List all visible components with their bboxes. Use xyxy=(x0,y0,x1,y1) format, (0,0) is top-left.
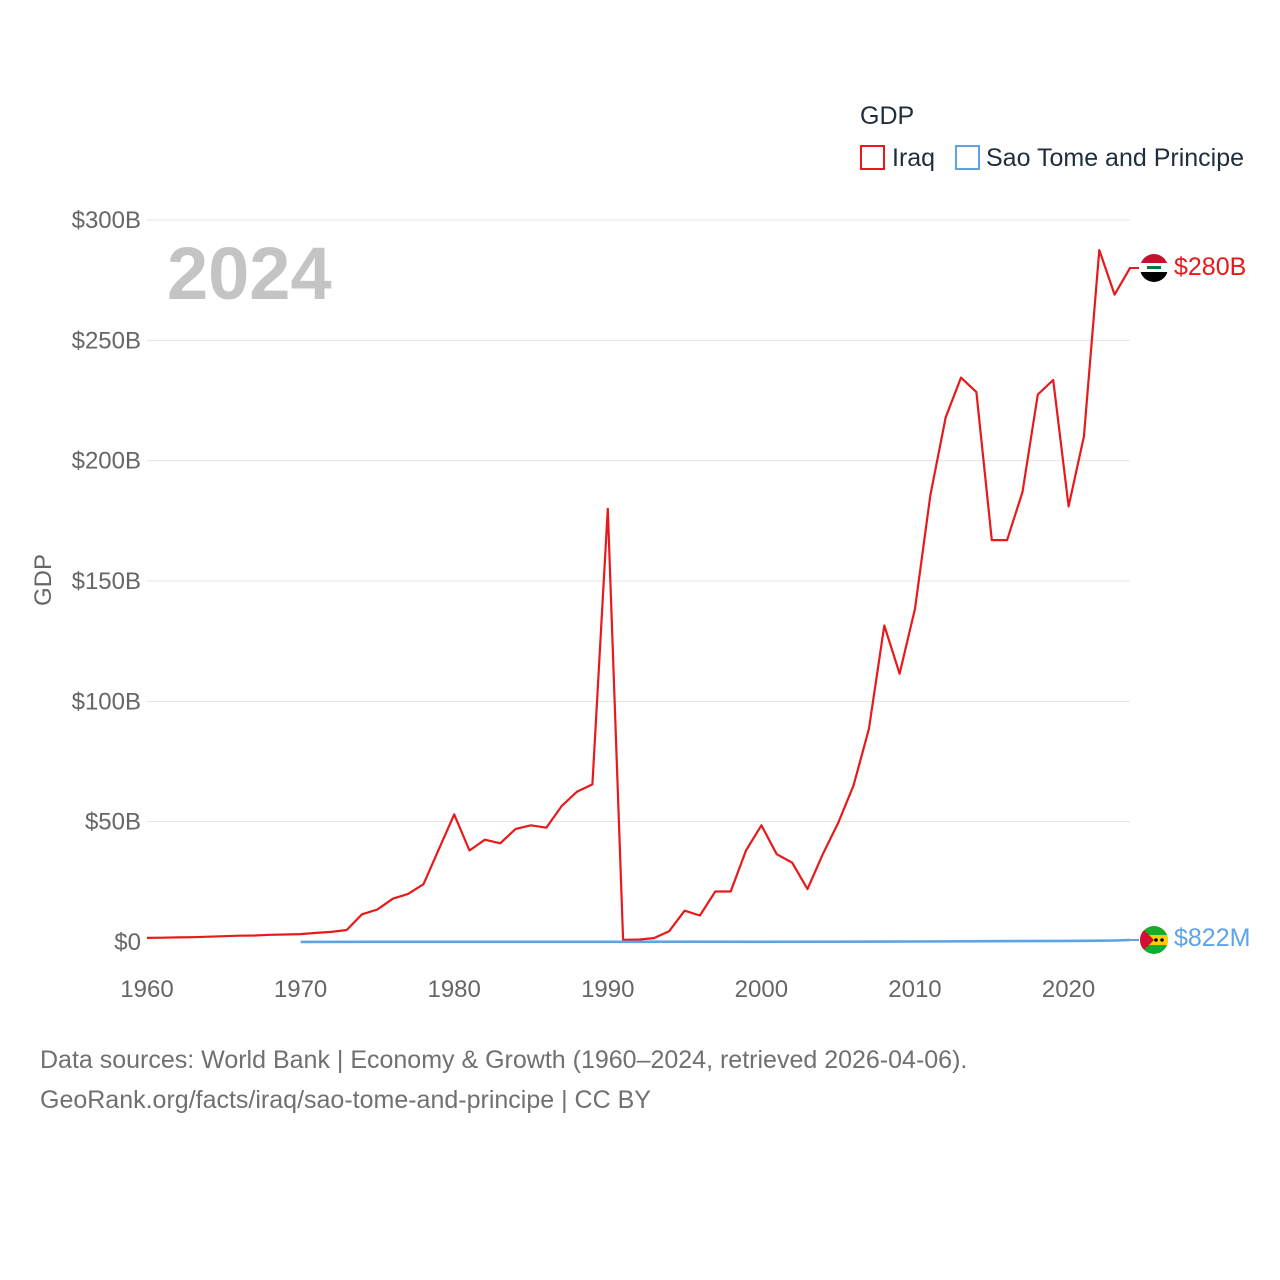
x-tick-label: 2010 xyxy=(888,976,941,1003)
sao-tome-end-marker: $822M xyxy=(1129,924,1250,954)
legend-title: GDP xyxy=(860,102,914,130)
legend-swatch-iraq xyxy=(860,145,885,170)
iraq-end-marker: $280B xyxy=(1129,253,1246,282)
grid-lines xyxy=(147,219,1130,823)
y-axis-ticks: $0 $50B $100B $150B $200B $250B $300B xyxy=(72,207,141,956)
y-tick-label: $0 xyxy=(114,929,141,956)
legend: GDP Iraq Sao Tome and Principe xyxy=(860,102,1244,172)
series-lines xyxy=(146,249,1131,944)
sao-tome-line xyxy=(300,938,1131,944)
source-line-2: GeoRank.org/facts/iraq/sao-tome-and-prin… xyxy=(40,1086,651,1114)
x-tick-label: 2000 xyxy=(735,976,788,1003)
legend-label-sao-tome: Sao Tome and Principe xyxy=(986,144,1244,172)
iraq-line xyxy=(146,249,1131,941)
source-line-1: Data sources: World Bank | Economy & Gro… xyxy=(40,1046,968,1074)
x-tick-label: 1960 xyxy=(120,976,173,1003)
y-tick-label: $200B xyxy=(72,448,141,475)
y-tick-label: $50B xyxy=(85,809,141,836)
x-tick-label: 2020 xyxy=(1042,976,1095,1003)
sao-tome-end-label: $822M xyxy=(1174,924,1250,952)
y-axis-label: GDP xyxy=(30,554,57,606)
x-tick-label: 1990 xyxy=(581,976,634,1003)
y-tick-label: $300B xyxy=(72,207,141,234)
iraq-flag-icon xyxy=(1140,254,1168,282)
x-tick-label: 1970 xyxy=(274,976,327,1003)
y-tick-label: $250B xyxy=(72,327,141,354)
iraq-end-label: $280B xyxy=(1174,253,1246,281)
x-tick-label: 1980 xyxy=(427,976,480,1003)
y-tick-label: $100B xyxy=(72,688,141,715)
y-tick-label: $150B xyxy=(72,568,141,595)
legend-label-iraq: Iraq xyxy=(892,144,935,172)
sao-tome-flag-icon xyxy=(1140,926,1168,954)
legend-swatch-sao-tome xyxy=(955,145,980,170)
year-watermark: 2024 xyxy=(167,232,332,315)
x-axis-ticks: 1960 1970 1980 1990 2000 2010 2020 xyxy=(120,976,1095,1003)
